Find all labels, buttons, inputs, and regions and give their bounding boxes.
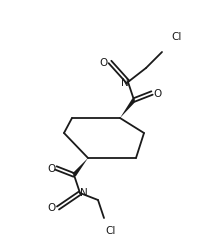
Text: Cl: Cl [172,32,182,42]
Text: O: O [100,58,108,68]
Text: N: N [80,188,88,198]
Polygon shape [72,158,88,176]
Polygon shape [120,99,136,118]
Text: O: O [153,89,161,99]
Text: O: O [47,164,55,174]
Text: N: N [121,78,129,88]
Text: O: O [47,203,55,213]
Text: Cl: Cl [106,226,116,236]
